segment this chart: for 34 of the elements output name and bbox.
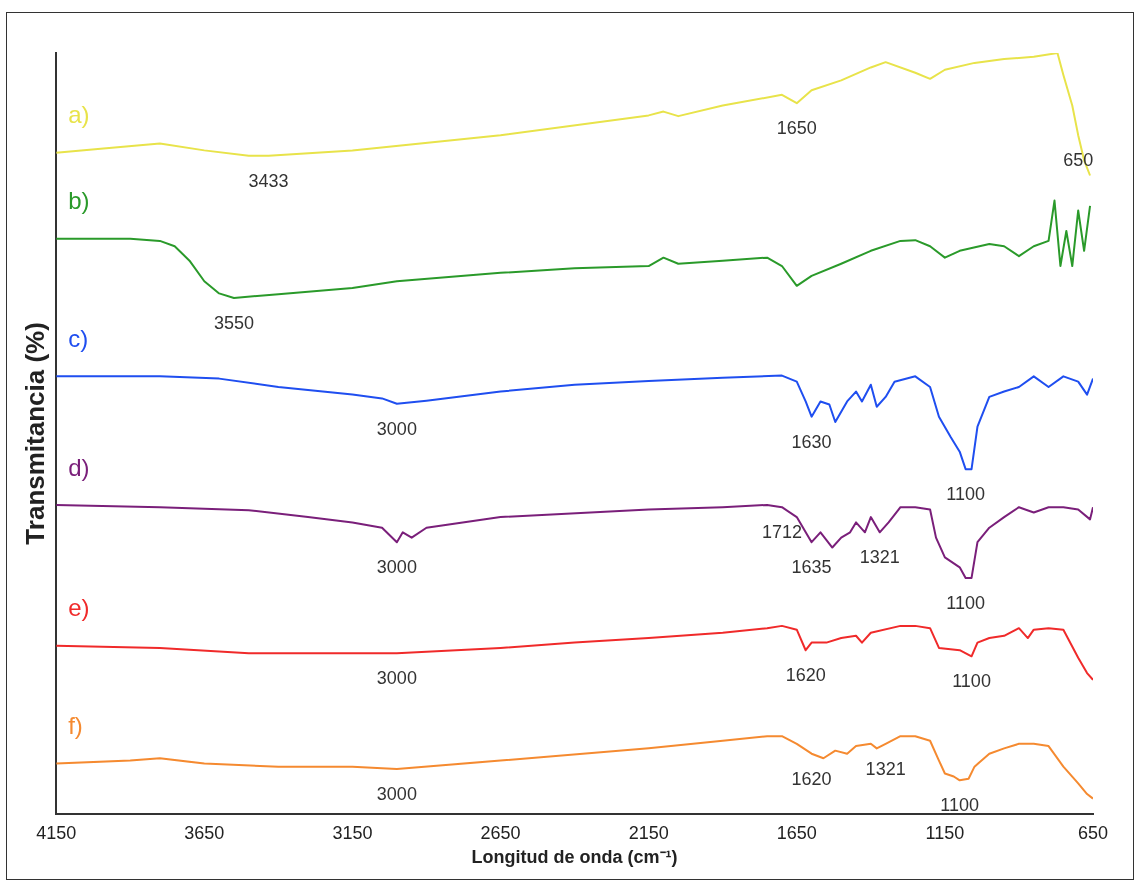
x-tick-label: 3650 bbox=[184, 822, 225, 843]
x-tick-label: 4150 bbox=[36, 822, 77, 843]
x-tick-label: 1150 bbox=[925, 822, 965, 843]
annotation: 1100 bbox=[940, 795, 980, 816]
x-tick-label: 650 bbox=[1077, 822, 1109, 843]
annotation: 1100 bbox=[946, 484, 985, 505]
series-label: d) bbox=[68, 453, 90, 481]
annotation: 3433 bbox=[248, 170, 289, 191]
annotation: 3000 bbox=[376, 783, 417, 804]
series-label: f) bbox=[68, 712, 83, 740]
annotation: 3000 bbox=[376, 418, 417, 439]
annotation: 1321 bbox=[865, 758, 906, 779]
y-axis-title: Transmitancia (%) bbox=[19, 322, 50, 545]
annotation: 1620 bbox=[791, 768, 832, 789]
series-label: c) bbox=[68, 324, 89, 352]
annotation: 1712 bbox=[761, 522, 802, 543]
annotation: 3000 bbox=[376, 668, 417, 689]
x-tick-label: 2150 bbox=[628, 822, 669, 843]
annotation: 1620 bbox=[785, 665, 826, 686]
annotation: 3000 bbox=[376, 557, 417, 578]
x-tick-label: 3150 bbox=[332, 822, 373, 843]
x-tick-label: 2650 bbox=[480, 822, 521, 843]
x-axis-title: Longitud de onda (cm⁻¹) bbox=[471, 847, 678, 868]
series-label: a) bbox=[68, 101, 90, 129]
annotation: 1650 bbox=[776, 118, 817, 139]
annotation: 1100 bbox=[946, 592, 985, 613]
annotation: 3550 bbox=[213, 312, 254, 333]
annotation: 1321 bbox=[859, 547, 900, 568]
annotation: 1635 bbox=[791, 557, 832, 578]
annotation: 1630 bbox=[791, 431, 832, 452]
annotation: 1100 bbox=[952, 671, 991, 692]
x-tick-label: 1650 bbox=[776, 822, 817, 843]
series-label: e) bbox=[68, 594, 90, 622]
series-label: b) bbox=[68, 187, 90, 215]
